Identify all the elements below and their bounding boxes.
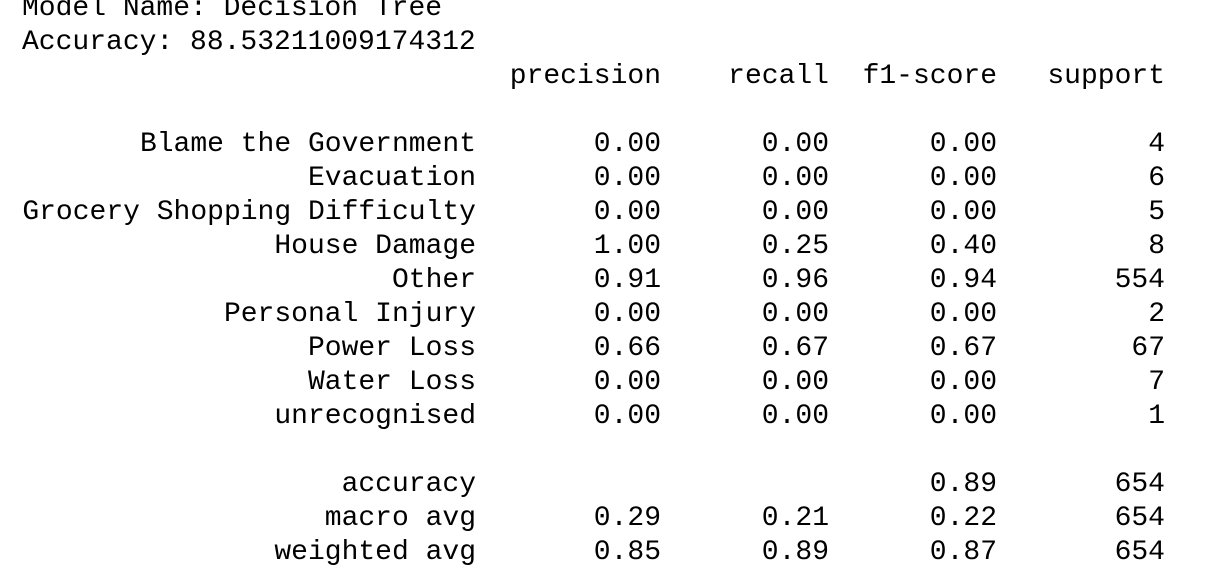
support-value: 654 — [1114, 503, 1165, 534]
accuracy-line: Accuracy: 88.53211009174312 — [22, 27, 476, 58]
column-header-f1-score: f1-score — [862, 61, 997, 92]
f1-score-value: 0.22 — [929, 503, 997, 534]
f1-score-value: 0.00 — [929, 299, 997, 330]
recall-value — [661, 468, 829, 502]
f1-score-value: 0.00 — [929, 129, 997, 160]
f1-score-value: 0.87 — [929, 537, 997, 568]
f1-score-value: 0.89 — [929, 469, 997, 500]
recall-value: 0.00 — [761, 129, 829, 160]
row-label: Power Loss — [307, 333, 476, 364]
recall-value: 0.00 — [761, 163, 829, 194]
precision-value: 0.00 — [593, 299, 661, 330]
precision-value: 0.00 — [593, 401, 661, 432]
recall-value: 0.00 — [761, 197, 829, 228]
row-label: unrecognised — [274, 401, 476, 432]
column-header-recall: recall — [728, 61, 829, 92]
recall-value: 0.96 — [761, 265, 829, 296]
f1-score-value: 0.94 — [929, 265, 997, 296]
f1-score-value: 0.40 — [929, 231, 997, 262]
row-label: Water Loss — [307, 367, 476, 398]
precision-value: 1.00 — [593, 231, 661, 262]
row-label: House Damage — [274, 231, 476, 262]
precision-value: 0.00 — [593, 367, 661, 398]
support-value: 2 — [1148, 299, 1165, 330]
support-value: 654 — [1114, 537, 1165, 568]
row-label: Evacuation — [307, 163, 476, 194]
row-label: Blame the Government — [139, 129, 476, 160]
support-value: 654 — [1114, 469, 1165, 500]
support-value: 7 — [1148, 367, 1165, 398]
f1-score-value: 0.00 — [929, 197, 997, 228]
precision-value: 0.85 — [593, 537, 661, 568]
recall-value: 0.25 — [761, 231, 829, 262]
support-value: 1 — [1148, 401, 1165, 432]
support-value: 554 — [1114, 265, 1165, 296]
recall-value: 0.67 — [761, 333, 829, 364]
support-value: 67 — [1131, 333, 1165, 364]
recall-value: 0.89 — [761, 537, 829, 568]
row-label: Personal Injury — [223, 299, 476, 330]
recall-value: 0.21 — [761, 503, 829, 534]
recall-value: 0.00 — [761, 367, 829, 398]
recall-value: 0.00 — [761, 299, 829, 330]
precision-value: 0.29 — [593, 503, 661, 534]
precision-value — [480, 468, 661, 502]
row-label: Grocery Shopping Difficulty — [22, 197, 476, 228]
precision-value: 0.00 — [593, 197, 661, 228]
f1-score-value: 0.67 — [929, 333, 997, 364]
support-value: 4 — [1148, 129, 1165, 160]
row-label: Other — [391, 265, 476, 296]
f1-score-value: 0.00 — [929, 367, 997, 398]
row-label: accuracy — [341, 469, 476, 500]
column-header-precision: precision — [509, 61, 661, 92]
precision-value: 0.66 — [593, 333, 661, 364]
column-header-support: support — [1047, 61, 1165, 92]
precision-value: 0.00 — [593, 129, 661, 160]
f1-score-value: 0.00 — [929, 163, 997, 194]
support-value: 5 — [1148, 197, 1165, 228]
precision-value: 0.00 — [593, 163, 661, 194]
recall-value: 0.00 — [761, 401, 829, 432]
f1-score-value: 0.00 — [929, 401, 997, 432]
row-label: macro avg — [324, 503, 476, 534]
support-value: 8 — [1148, 231, 1165, 262]
support-value: 6 — [1148, 163, 1165, 194]
model-name-line: Model Name: Decision Tree — [22, 0, 443, 24]
row-label: weighted avg — [274, 537, 476, 568]
precision-value: 0.91 — [593, 265, 661, 296]
